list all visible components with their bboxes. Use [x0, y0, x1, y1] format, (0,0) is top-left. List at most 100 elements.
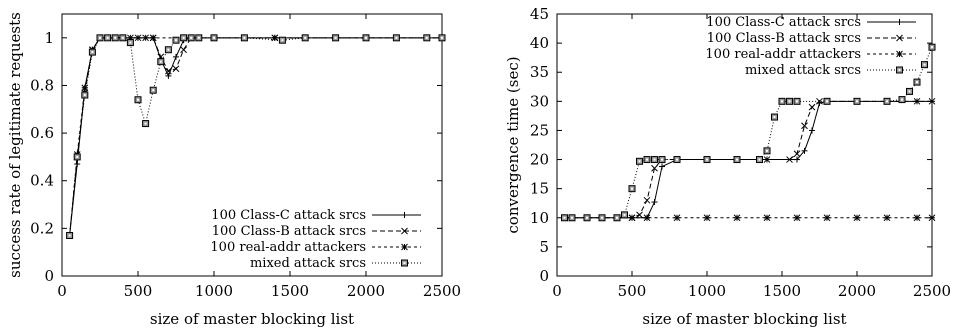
data-point — [733, 214, 741, 222]
data-point — [210, 34, 218, 42]
data-point — [66, 232, 74, 240]
data-point — [332, 34, 340, 42]
data-point — [823, 214, 831, 222]
series-line — [564, 46, 933, 219]
data-point — [621, 211, 628, 219]
data-point — [883, 97, 891, 105]
data-point — [756, 156, 763, 164]
data-point — [165, 67, 172, 75]
y-tick-label: 5 — [539, 238, 549, 256]
data-point — [673, 214, 681, 222]
y-tick-label: 0.8 — [30, 76, 54, 94]
data-point — [134, 34, 142, 42]
data-point — [793, 97, 801, 105]
y-tick-label: 30 — [530, 92, 549, 110]
data-point — [643, 156, 651, 164]
y-tick-label: 20 — [530, 151, 549, 169]
data-point — [180, 34, 188, 42]
data-point — [809, 127, 815, 134]
data-point — [906, 87, 913, 95]
data-point — [659, 163, 665, 170]
data-point — [111, 34, 119, 42]
data-point — [172, 36, 180, 44]
y-tick-label: 0.6 — [30, 124, 54, 142]
data-point — [165, 72, 172, 79]
y-tick-label: 0 — [539, 267, 549, 285]
data-point — [643, 214, 651, 222]
data-point — [568, 214, 576, 222]
data-point — [794, 156, 800, 163]
legend-marker — [896, 19, 903, 25]
y-tick-label: 40 — [530, 34, 549, 52]
data-point — [778, 97, 786, 105]
y-tick-label: 0 — [44, 267, 54, 285]
series-line — [69, 37, 442, 236]
data-point — [786, 97, 793, 105]
legend-marker — [896, 50, 903, 58]
chart-convergence-time: 0 500 1000 1500 2000 2500 0 5 10 15 20 25 30 35 40 45 si… — [504, 5, 951, 328]
x-tick-label: 1500 — [271, 282, 309, 300]
legend-label: 100 real-addr attackers — [705, 47, 861, 62]
data-point — [636, 211, 643, 219]
data-point — [240, 34, 248, 42]
data-point — [651, 199, 658, 206]
y-axis-label: convergence time (sec) — [504, 56, 522, 233]
data-point — [808, 103, 816, 111]
data-point — [119, 34, 127, 42]
x-tick-label: 2000 — [838, 282, 876, 300]
y-tick-label: 45 — [530, 5, 549, 23]
data-point — [913, 97, 921, 105]
x-axis-label: size of master blocking list — [642, 310, 846, 328]
data-point — [278, 36, 286, 44]
data-point — [173, 53, 179, 60]
data-point — [438, 34, 446, 42]
data-point — [643, 196, 651, 204]
x-tick-label: 1000 — [195, 282, 233, 300]
legend-marker — [896, 66, 903, 74]
x-tick-label: 500 — [124, 282, 153, 300]
data-point — [104, 34, 112, 42]
data-point — [142, 120, 150, 128]
data-point — [362, 34, 370, 42]
data-point — [816, 97, 823, 105]
legend-marker — [401, 212, 408, 218]
data-point — [392, 34, 400, 42]
series-3 — [66, 34, 446, 240]
data-point — [126, 39, 134, 47]
y-tick-label: 25 — [530, 121, 549, 139]
legend-marker — [896, 34, 903, 42]
y-tick-label: 0.2 — [30, 219, 54, 237]
legend-marker — [401, 243, 408, 251]
data-point — [88, 48, 96, 56]
data-point — [73, 153, 81, 161]
data-point — [149, 86, 157, 94]
data-point — [763, 156, 771, 163]
y-axis-label: success rate of legitimate requests — [6, 12, 24, 278]
y-tick-label: 10 — [530, 209, 549, 227]
data-point — [613, 214, 621, 222]
data-point — [883, 214, 891, 222]
legend-label: mixed attack srcs — [745, 63, 861, 78]
x-tick-label: 1500 — [763, 282, 801, 300]
data-point — [763, 147, 771, 155]
data-point — [423, 34, 431, 42]
x-tick-label: 0 — [57, 282, 67, 300]
data-point — [561, 214, 568, 222]
data-point — [81, 91, 89, 99]
data-point — [628, 185, 636, 193]
data-point — [801, 122, 808, 130]
data-point — [157, 58, 165, 66]
data-point — [651, 164, 658, 172]
data-point — [921, 61, 928, 69]
data-point — [898, 96, 906, 104]
x-tick-label: 2500 — [423, 282, 461, 300]
legend-label: 100 Class-C attack srcs — [706, 15, 861, 30]
data-point — [96, 34, 104, 42]
data-point — [172, 65, 180, 73]
plot-frame — [556, 13, 933, 277]
x-tick-label: 500 — [618, 282, 647, 300]
y-tick-label: 35 — [530, 63, 549, 81]
series-line — [69, 37, 442, 236]
data-point — [793, 150, 801, 158]
